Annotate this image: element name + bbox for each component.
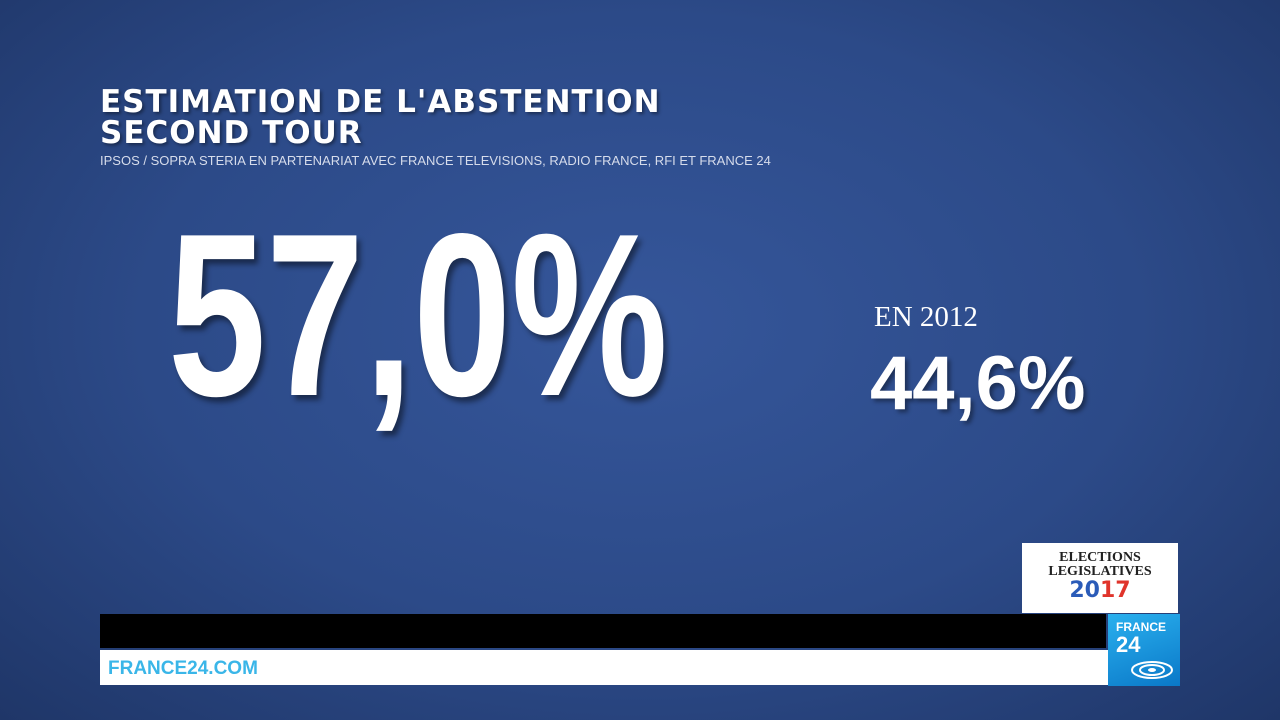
badge-year: 2017 <box>1069 578 1131 603</box>
election-badge: ELECTIONS LEGISLATIVES 2017 <box>1022 543 1178 613</box>
badge-text: ELECTIONS <box>1059 550 1141 565</box>
title: SECOND TOUR <box>100 115 363 151</box>
website-bar <box>100 650 1108 685</box>
website: FRANCE24.COM <box>108 658 258 679</box>
badge-text: LEGISLATIVES <box>1048 564 1152 579</box>
comparison-value: 44,6% <box>870 341 1086 426</box>
title: ESTIMATION DE L'ABSTENTION <box>100 84 661 120</box>
logo-waves <box>1131 661 1173 679</box>
source: IPSOS / SOPRA STERIA EN PARTENARIAT AVEC… <box>100 153 771 168</box>
logo-text: FRANCE <box>1116 620 1166 634</box>
comparison-label: EN 2012 <box>874 301 978 333</box>
ticker-bar <box>100 614 1106 648</box>
channel-logo: FRANCE 24 <box>1108 614 1180 686</box>
main-value: 57,0% <box>168 186 668 445</box>
logo-text: 24 <box>1116 632 1141 657</box>
